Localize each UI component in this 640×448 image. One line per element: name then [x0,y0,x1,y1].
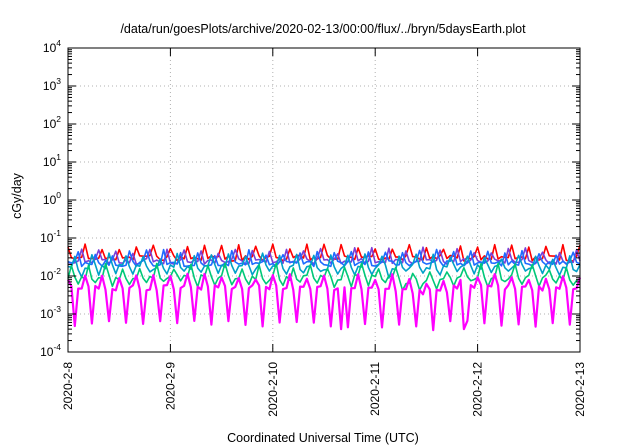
x-tick-label: 2020-2-13 [573,362,587,417]
chart-title: /data/run/goesPlots/archive/2020-02-13/0… [120,22,526,36]
data-series-line [67,246,581,265]
data-series-line [67,243,581,262]
x-tick-label: 2020-2-9 [163,362,177,410]
x-tick-label: 2020-2-10 [266,362,280,417]
x-tick-label: 2020-2-8 [61,362,75,410]
x-tick-label: 2020-2-11 [368,362,382,416]
x-axis: 2020-2-8 2020-2-9 2020-2-10 2020-2-11 2020-2… [61,48,587,417]
x-axis-label: Coordinated Universal Time (UTC) [227,431,419,445]
data-series-line [67,252,581,279]
y-axis: 10-4 10-3 10-2 10-1 100 101 102 103 104 [40,38,580,359]
data-series-line [67,272,582,332]
y-tick-label: 10-2 [40,266,61,283]
y-tick-label: 103 [43,76,61,93]
y-tick-label: 101 [43,152,61,169]
y-tick-label: 100 [43,190,61,207]
y-tick-label: 10-4 [40,342,61,359]
data-series-line [67,248,581,268]
y-axis-label: cGy/day [10,172,24,219]
y-tick-label: 102 [43,114,61,131]
y-tick-label: 10-1 [40,228,61,245]
series-group [67,243,582,332]
x-tick-label: 2020-2-12 [471,362,485,417]
y-tick-label: 10-3 [40,304,61,321]
y-tick-label: 104 [43,38,61,55]
